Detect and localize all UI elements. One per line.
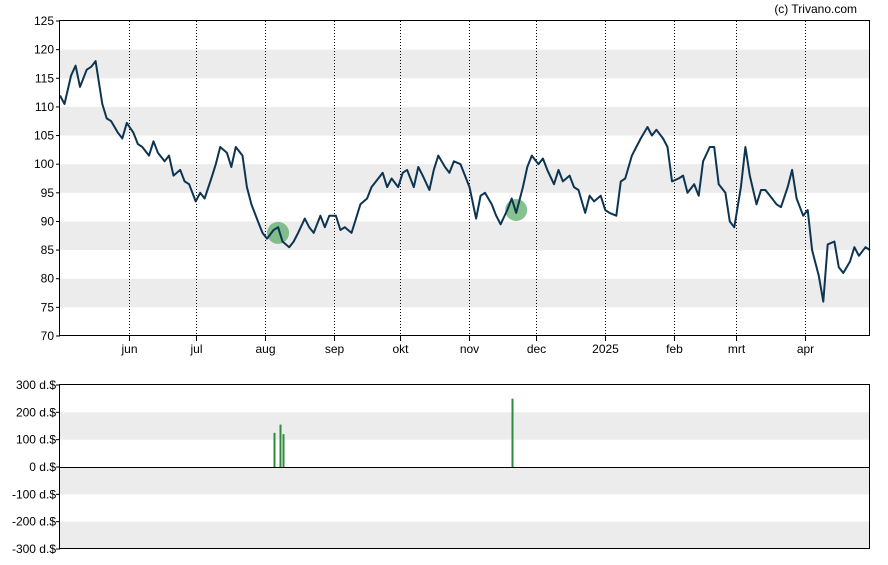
price-band [60, 106, 870, 136]
price-highlight-marker [267, 221, 290, 244]
price-y-tick-label: 95 [41, 186, 55, 200]
price-x-tick-label: jul [189, 342, 202, 356]
price-y-tick-label: 105 [34, 129, 54, 143]
volume-panel: -300 d.$ -200 d.$ -100 d.$ 0 d.$ 100 d.$ 200 … [12, 378, 870, 556]
price-highlights [267, 199, 528, 244]
credit-label: (c) Trivano.com [774, 2, 857, 16]
volume-band [60, 412, 870, 440]
price-x-tick-label: okt [392, 342, 409, 356]
volume-y-axis-ticks: -300 d.$ -200 d.$ -100 d.$ 0 d.$ 100 d.$ 200 … [12, 378, 60, 556]
volume-y-tick-label: 200 d.$ [16, 405, 56, 419]
volume-y-tick-label: -200 d.$ [12, 515, 56, 529]
price-x-tick-label: mrt [728, 342, 746, 356]
price-plot-frame [59, 20, 870, 336]
price-x-tick-label: feb [666, 342, 683, 356]
price-y-tick-label: 75 [41, 300, 55, 314]
price-x-tick-label: apr [797, 342, 814, 356]
volume-band [60, 521, 870, 549]
price-y-tick-label: 125 [34, 14, 54, 28]
price-x-tick-label: 2025 [592, 342, 619, 356]
price-y-tick-label: 85 [41, 243, 55, 257]
price-bands [60, 49, 870, 308]
price-y-axis-ticks: 70 75 80 85 90 95 100 105 110 115 120 125 [34, 14, 60, 343]
price-y-tick-label: 120 [34, 43, 54, 57]
volume-bands [60, 412, 870, 549]
price-x-tick-label: aug [255, 342, 275, 356]
price-x-tick-label: nov [460, 342, 479, 356]
volume-y-tick-label: 300 d.$ [16, 378, 56, 392]
price-y-tick-label: 80 [41, 272, 55, 286]
volume-y-tick-label: 100 d.$ [16, 433, 56, 447]
price-x-tick-label: sep [325, 342, 345, 356]
price-band [60, 221, 870, 251]
price-series-line [59, 60, 871, 303]
volume-band [60, 467, 870, 495]
price-panel: 70 75 80 85 90 95 100 105 110 115 120 125 jun jul aug… [34, 14, 871, 356]
price-y-tick-label: 70 [41, 329, 55, 343]
price-x-tick-label: jun [120, 342, 137, 356]
volume-bars [273, 398, 514, 467]
price-band [60, 164, 870, 193]
price-y-tick-label: 115 [35, 71, 54, 85]
volume-plot-frame [59, 384, 870, 549]
price-x-tick-label: dec [527, 342, 546, 356]
price-band [60, 49, 870, 79]
price-y-tick-label: 110 [35, 100, 54, 114]
volume-y-tick-label: 0 d.$ [29, 460, 56, 474]
price-x-axis-ticks: jun jul aug sep okt nov dec 2025 feb mrt apr [120, 336, 814, 356]
price-y-tick-label: 100 [34, 157, 54, 171]
volume-y-tick-label: -100 d.$ [12, 487, 56, 501]
volume-y-tick-label: -300 d.$ [12, 542, 56, 556]
price-y-tick-label: 90 [41, 214, 55, 228]
price-band [60, 278, 870, 308]
